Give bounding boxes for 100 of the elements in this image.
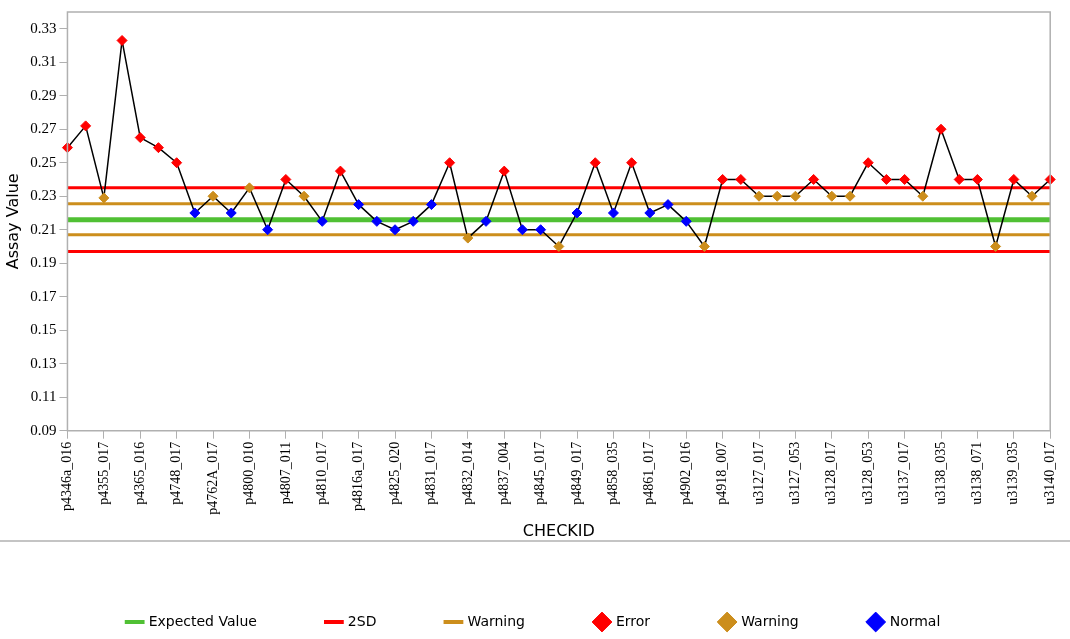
point <box>225 207 237 219</box>
y-tick-label: 0.13 <box>30 354 57 371</box>
point <box>571 207 583 219</box>
point <box>280 173 292 185</box>
point <box>880 173 892 185</box>
x-tick-label: p4832_014 <box>459 441 475 505</box>
x-tick-label: p4861_017 <box>641 441 657 505</box>
point <box>917 190 929 202</box>
point <box>189 207 201 219</box>
x-tick-label: p4800_010 <box>241 441 257 505</box>
point <box>953 173 965 185</box>
point <box>116 34 128 46</box>
x-tick-label: p4858_035 <box>605 441 621 505</box>
y-tick-label: 0.23 <box>30 187 57 204</box>
x-tick-label: u3128_053 <box>859 441 875 505</box>
point <box>207 190 219 202</box>
x-tick-label: u3128_017 <box>823 441 839 505</box>
point <box>262 224 274 236</box>
point <box>1008 173 1020 185</box>
x-tick-label: u3138_071 <box>969 441 985 505</box>
point <box>498 165 510 177</box>
x-tick-label: p4355_017 <box>95 441 111 505</box>
point <box>971 173 983 185</box>
point <box>1026 190 1038 202</box>
x-tick-label: p4845_017 <box>532 441 548 505</box>
point <box>80 120 92 132</box>
x-tick-label: u3138_035 <box>932 441 948 505</box>
y-tick-label: 0.27 <box>30 120 57 137</box>
point <box>425 199 437 211</box>
legend-label: Expected Value <box>148 612 257 629</box>
x-tick-label: p4807_011 <box>277 441 293 505</box>
x-tick-label: p4837_004 <box>495 441 511 505</box>
point <box>935 123 947 135</box>
point <box>844 190 856 202</box>
point <box>444 157 456 169</box>
point <box>862 157 874 169</box>
point <box>589 157 601 169</box>
legend-label: Error <box>616 612 651 629</box>
legend-label: Warning <box>467 612 526 629</box>
point <box>662 199 674 211</box>
y-tick-label: 0.15 <box>30 321 57 338</box>
point <box>535 224 547 236</box>
x-tick-label: p4831_017 <box>423 441 439 505</box>
point <box>389 224 401 236</box>
point <box>644 207 656 219</box>
x-tick-label: p4849_017 <box>568 441 584 505</box>
point <box>717 173 729 185</box>
point <box>626 157 638 169</box>
y-tick-label: 0.19 <box>30 254 57 271</box>
x-tick-label: u3137_017 <box>896 441 912 505</box>
x-tick-label: p4748_017 <box>168 441 184 505</box>
x-tick-label: p4918_007 <box>714 441 730 505</box>
point <box>243 182 255 194</box>
point <box>462 232 474 244</box>
point <box>298 190 310 202</box>
x-tick-label: p4816a_017 <box>350 441 366 511</box>
legend-label: Warning <box>741 612 799 629</box>
y-tick-label: 0.21 <box>30 220 57 237</box>
x-tick-label: p4346a_016 <box>59 441 75 511</box>
point <box>61 142 73 154</box>
y-axis-title: Assay Value <box>2 173 22 270</box>
point <box>990 240 1002 252</box>
point <box>735 173 747 185</box>
point <box>407 215 419 227</box>
point <box>480 215 492 227</box>
y-tick-label: 0.11 <box>30 388 57 405</box>
point <box>899 173 911 185</box>
point <box>334 165 346 177</box>
point <box>152 142 164 154</box>
point <box>680 215 692 227</box>
point <box>771 190 783 202</box>
y-tick-label: 0.09 <box>30 421 57 438</box>
x-tick-label: u3127_017 <box>750 441 766 505</box>
x-tick-label: u3127_053 <box>787 441 803 505</box>
x-tick-label: p4762A_017 <box>204 441 220 515</box>
legend-label: 2SD <box>347 612 377 629</box>
point <box>808 173 820 185</box>
point <box>826 190 838 202</box>
y-tick-label: 0.31 <box>30 53 57 70</box>
point <box>607 207 619 219</box>
point <box>171 157 183 169</box>
point <box>371 215 383 227</box>
x-axis-title: CHECKID <box>522 520 595 540</box>
point <box>134 132 146 144</box>
y-tick-label: 0.25 <box>30 153 57 170</box>
x-tick-label: u3140_017 <box>1041 441 1057 505</box>
point <box>553 240 565 252</box>
point <box>753 190 765 202</box>
point <box>698 240 710 252</box>
point <box>353 199 365 211</box>
x-tick-label: p4825_020 <box>386 441 402 505</box>
point <box>516 224 528 236</box>
y-tick-label: 0.33 <box>30 19 57 36</box>
legend-label: Normal <box>889 612 941 629</box>
x-tick-label: u3139_035 <box>1005 441 1021 505</box>
y-tick-label: 0.29 <box>30 86 57 103</box>
point <box>316 215 328 227</box>
x-tick-label: p4810_017 <box>313 441 329 505</box>
point <box>98 192 110 204</box>
point <box>789 190 801 202</box>
